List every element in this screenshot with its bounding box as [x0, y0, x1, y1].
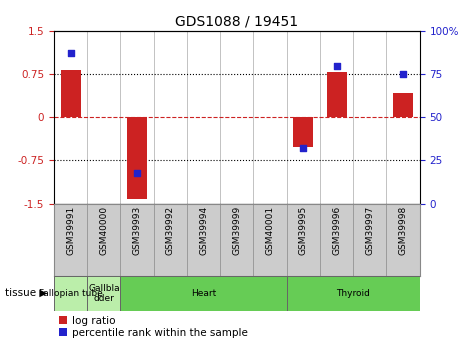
- Text: GSM39996: GSM39996: [332, 206, 341, 255]
- Text: GSM39995: GSM39995: [299, 206, 308, 255]
- Text: Fallopian tube: Fallopian tube: [38, 289, 102, 298]
- Text: GSM39999: GSM39999: [232, 206, 242, 255]
- Text: GSM39994: GSM39994: [199, 206, 208, 255]
- Text: GSM39992: GSM39992: [166, 206, 175, 255]
- Point: [133, 170, 141, 175]
- Bar: [393, 93, 413, 117]
- Point: [400, 71, 407, 77]
- Bar: [121, 276, 287, 310]
- Point: [67, 51, 74, 56]
- Point: [300, 146, 307, 151]
- Point: [333, 63, 340, 68]
- Text: GSM40000: GSM40000: [99, 206, 108, 255]
- Title: GDS1088 / 19451: GDS1088 / 19451: [175, 14, 298, 29]
- Text: GSM39993: GSM39993: [133, 206, 142, 255]
- Text: Thyroid: Thyroid: [336, 289, 370, 298]
- Text: GSM39991: GSM39991: [66, 206, 75, 255]
- Text: GSM40001: GSM40001: [265, 206, 275, 255]
- Text: Heart: Heart: [191, 289, 216, 298]
- Bar: [87, 276, 121, 310]
- Bar: [287, 276, 420, 310]
- Bar: [326, 72, 347, 117]
- Bar: [54, 276, 87, 310]
- Bar: [127, 117, 147, 199]
- Legend: log ratio, percentile rank within the sample: log ratio, percentile rank within the sa…: [59, 316, 248, 338]
- Text: GSM39998: GSM39998: [399, 206, 408, 255]
- Bar: [294, 117, 313, 147]
- Text: tissue ▶: tissue ▶: [5, 288, 47, 298]
- Bar: [61, 70, 81, 117]
- Text: Gallbla
dder: Gallbla dder: [88, 284, 120, 303]
- Text: GSM39997: GSM39997: [365, 206, 374, 255]
